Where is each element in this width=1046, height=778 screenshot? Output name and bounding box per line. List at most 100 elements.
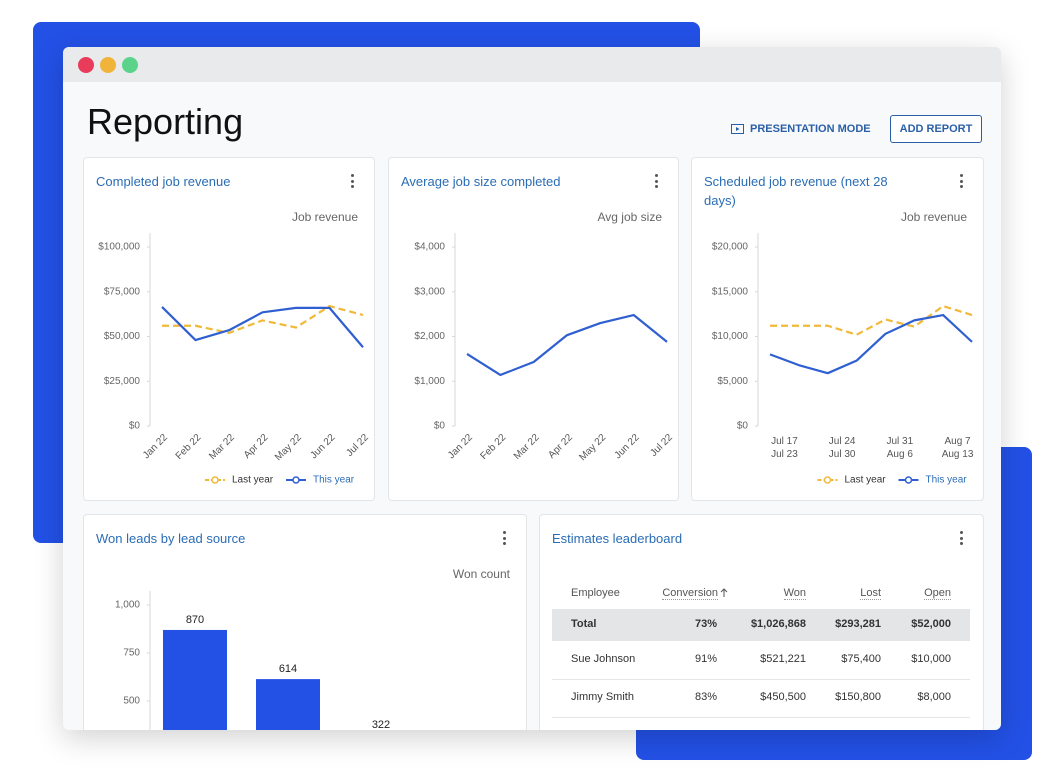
- y-tick-label: $50,000: [104, 331, 141, 342]
- chart: $0 $25,000 $50,000 $75,000 $100,000 Jan 22 Feb…: [98, 233, 371, 486]
- x-tick-label: Jul 31 Aug 6: [886, 436, 914, 460]
- x-tick-label: May 22: [273, 432, 304, 463]
- axis-label: Won count: [452, 567, 510, 581]
- bar: [163, 629, 227, 730]
- table-cell: Jimmy Smith: [571, 691, 634, 703]
- card-title: Won leads by lead source: [96, 531, 246, 546]
- legend-marker: [823, 476, 832, 484]
- legend-label: This year: [926, 475, 968, 486]
- table-cell: $150,800: [835, 691, 881, 703]
- data-line: [161, 306, 364, 348]
- card-title: Average job size completed: [401, 174, 561, 189]
- maximize-button[interactable]: [122, 57, 138, 73]
- total-row-background: [552, 609, 970, 641]
- data-label: 870: [186, 614, 204, 626]
- table-card: Estimates leaderboard Employee Conversion…: [539, 514, 984, 730]
- presentation-mode-button[interactable]: PRESENTATION MODE: [731, 123, 871, 135]
- table-cell: $8,000: [917, 691, 951, 703]
- legend-label: Last year: [232, 475, 274, 486]
- x-tick-label: Aug 7 Aug 13: [941, 436, 974, 460]
- title-bar: [63, 47, 1001, 82]
- chart-card: $0 $1,000 $2,000 $3,000 $4,000 Jan 22 Feb 22 Ma…: [388, 157, 679, 501]
- column-header: Employee: [571, 587, 620, 599]
- x-tick-label: Jul 22: [344, 432, 371, 459]
- y-tick-label: 750: [123, 648, 140, 659]
- column-header: Won: [783, 587, 806, 600]
- x-tick-label: Apr 22: [546, 432, 575, 461]
- y-tick-label: $0: [129, 421, 141, 432]
- menu-button[interactable]: [960, 531, 963, 548]
- y-tick-label: $75,000: [104, 286, 141, 297]
- y-tick-label: $10,000: [712, 331, 749, 342]
- minimize-button[interactable]: [100, 57, 116, 73]
- x-tick-label: Jan 22: [141, 432, 170, 461]
- x-tick-label: Mar 22: [512, 432, 542, 462]
- x-tick-label: Jul 24 Jul 30: [828, 436, 856, 460]
- x-tick-label: Feb 22: [479, 432, 509, 462]
- x-tick-label: Mar 22: [207, 432, 237, 462]
- menu-button[interactable]: [351, 174, 354, 191]
- y-tick-label: 1,000: [115, 600, 140, 611]
- table-cell: $450,500: [760, 691, 806, 703]
- table-cell: $52,000: [911, 618, 951, 630]
- page-title: Reporting: [87, 101, 244, 142]
- column-header: Conversion: [662, 587, 718, 600]
- x-tick-label: Jan 22: [446, 432, 475, 461]
- axis-label: Job revenue: [900, 210, 967, 224]
- table-cell: $521,221: [760, 653, 806, 665]
- icon: [731, 123, 744, 134]
- card-title: Completed job revenue: [96, 174, 231, 189]
- axis-label: Job revenue: [291, 210, 358, 224]
- card-title: Scheduled job revenue (next 28 days): [704, 174, 888, 208]
- x-tick-label: Jun 22: [308, 432, 337, 461]
- x-tick-label: Jul 17 Jul 23: [771, 436, 798, 460]
- close-button[interactable]: [78, 57, 94, 73]
- menu-button[interactable]: [655, 174, 658, 191]
- table-cell: $1,026,868: [750, 618, 806, 630]
- y-tick-label: $4,000: [414, 242, 445, 253]
- card-title: Estimates leaderboard: [552, 531, 683, 546]
- legend-label: Last year: [845, 475, 887, 486]
- y-tick-label: $5,000: [717, 376, 748, 387]
- legend-label: This year: [313, 475, 355, 486]
- legend-marker: [904, 476, 913, 484]
- y-tick-label: $2,000: [414, 331, 445, 342]
- button-label: PRESENTATION MODE: [750, 123, 871, 135]
- chart: $0 $5,000 $10,000 $15,000 $20,000 Last year Th…: [712, 233, 973, 486]
- table-cell: $75,400: [841, 653, 881, 665]
- x-tick-label: Jun 22: [613, 432, 642, 461]
- y-tick-label: $20,000: [712, 242, 749, 253]
- data-line: [769, 313, 973, 375]
- row-divider: [552, 717, 970, 718]
- column-header: Lost: [860, 587, 881, 600]
- data-label: 322: [372, 719, 390, 730]
- row-divider: [552, 679, 970, 680]
- add-report-button[interactable]: ADD REPORT: [890, 115, 982, 143]
- chart-card: $0 $25,000 $50,000 $75,000 $100,000 Jan 22 Feb…: [83, 157, 375, 501]
- y-tick-label: $15,000: [712, 286, 749, 297]
- menu-button[interactable]: [960, 174, 963, 191]
- window: Reporting PRESENTATION MODE ADD REPORT $…: [63, 47, 1001, 730]
- x-tick-label: Apr 22: [242, 432, 271, 461]
- y-tick-label: $0: [737, 421, 749, 432]
- axis-label: Avg job size: [597, 210, 662, 224]
- chart-card: $0 $5,000 $10,000 $15,000 $20,000 Last year Th…: [691, 157, 984, 501]
- button-label: ADD REPORT: [899, 123, 973, 135]
- x-tick-label: May 22: [577, 432, 608, 463]
- column-header: Open: [924, 587, 951, 600]
- y-tick-label: $0: [434, 421, 446, 432]
- data-line: [770, 304, 973, 336]
- y-tick-label: $100,000: [98, 242, 140, 253]
- chart-card: 500 750 1,000 870 614 322 241 Won leads by lead…: [83, 514, 527, 730]
- y-tick-label: $1,000: [414, 376, 445, 387]
- bar: [256, 679, 320, 730]
- data-line: [466, 313, 668, 377]
- legend-marker: [292, 476, 300, 484]
- table-cell: Sue Johnson: [571, 653, 636, 665]
- x-tick-label: Jul 22: [648, 432, 675, 459]
- y-tick-label: 500: [123, 696, 140, 707]
- menu-button[interactable]: [503, 531, 506, 548]
- data-label: 614: [279, 663, 297, 675]
